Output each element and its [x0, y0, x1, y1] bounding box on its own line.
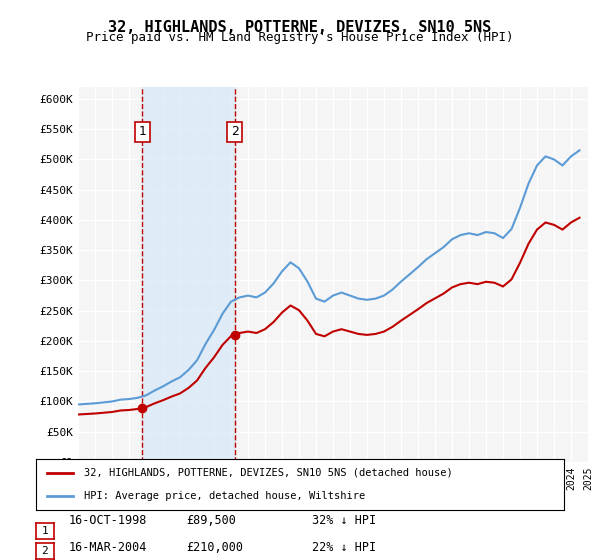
- Text: HPI: Average price, detached house, Wiltshire: HPI: Average price, detached house, Wilt…: [83, 491, 365, 501]
- Text: Price paid vs. HM Land Registry's House Price Index (HPI): Price paid vs. HM Land Registry's House …: [86, 31, 514, 44]
- Bar: [142, 87, 235, 462]
- Text: 32, HIGHLANDS, POTTERNE, DEVIZES, SN10 5NS: 32, HIGHLANDS, POTTERNE, DEVIZES, SN10 5…: [109, 20, 491, 35]
- Text: £89,500: £89,500: [186, 514, 236, 528]
- Text: 2: 2: [41, 546, 49, 556]
- Text: 2: 2: [230, 125, 239, 138]
- Text: 32, HIGHLANDS, POTTERNE, DEVIZES, SN10 5NS (detached house): 32, HIGHLANDS, POTTERNE, DEVIZES, SN10 5…: [83, 468, 452, 478]
- Text: 16-OCT-1998: 16-OCT-1998: [69, 514, 148, 528]
- Text: £210,000: £210,000: [186, 540, 243, 554]
- Text: 1: 1: [139, 125, 146, 138]
- Text: 16-MAR-2004: 16-MAR-2004: [69, 540, 148, 554]
- Text: 22% ↓ HPI: 22% ↓ HPI: [312, 540, 376, 554]
- Text: 32% ↓ HPI: 32% ↓ HPI: [312, 514, 376, 528]
- Text: 1: 1: [41, 526, 49, 536]
